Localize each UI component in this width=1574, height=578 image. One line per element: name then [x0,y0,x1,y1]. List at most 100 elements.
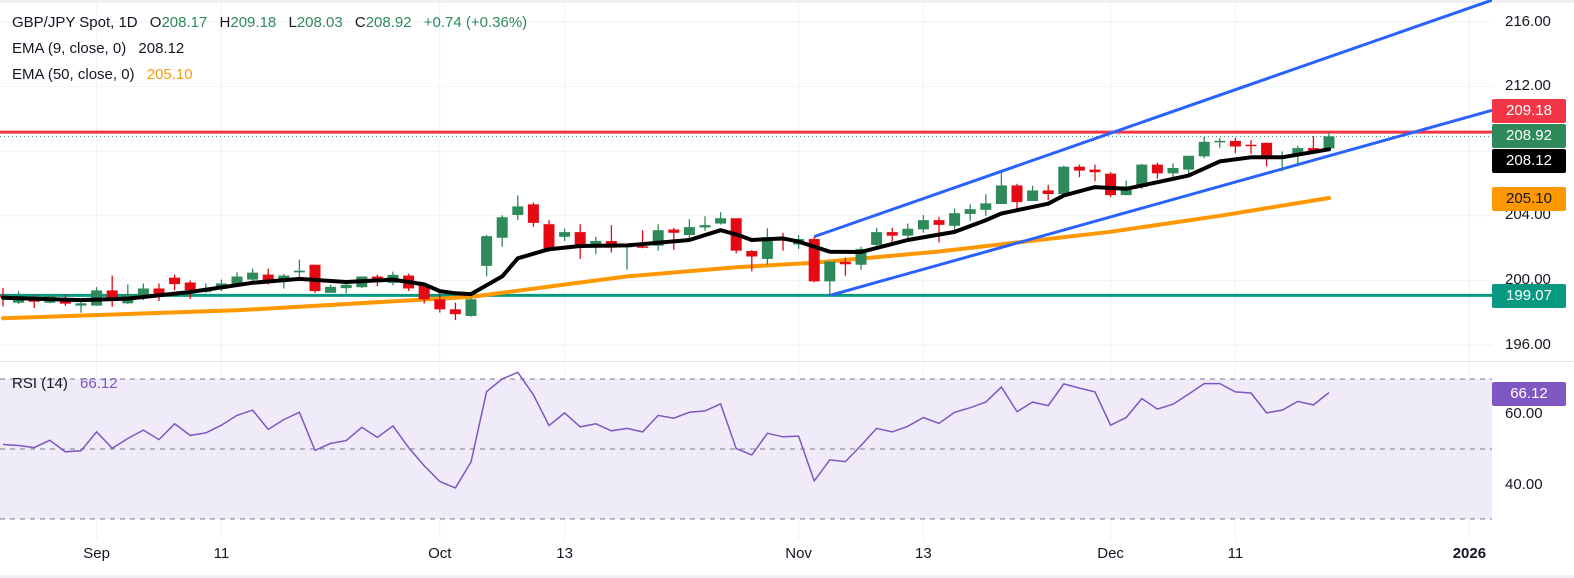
candle [543,220,555,252]
candle [761,228,773,265]
candle [106,275,118,307]
date-tick-label: Nov [785,545,812,562]
high-price-badge: 209.18 [1492,99,1566,123]
candle-body [902,228,914,236]
ema50-legend[interactable]: EMA (50, close, 0) 205.10 [12,66,193,83]
candle [1089,164,1101,182]
candle-body [995,185,1007,205]
candle [512,195,524,221]
candle [574,224,586,259]
candle [949,208,961,231]
candle [995,172,1007,205]
candle-body [824,261,836,282]
rsi-tick-label: 60.00 [1505,405,1543,422]
candle-body [247,272,259,280]
candle [1058,165,1070,194]
date-tick-label: Oct [428,545,452,562]
candle-body [512,206,524,215]
candle [1245,140,1257,155]
candle-body [325,286,337,293]
candle-body [886,232,898,236]
candle-body [153,288,165,294]
candle-body [980,203,992,210]
candle [605,225,617,253]
candle [559,228,571,241]
candle-body [839,261,851,265]
candle-body [340,284,352,289]
candle [1198,136,1210,159]
ema9-path [1,147,1331,303]
candle [434,292,446,313]
candle [247,268,259,282]
candle-body [933,220,945,225]
top-border [0,0,1574,3]
candle [808,236,820,283]
candle [839,257,851,276]
price-chart[interactable] [0,0,1492,578]
candle [824,261,836,296]
rsi-legend[interactable]: RSI (14) 66.12 [12,375,118,392]
candle-body [1214,140,1226,143]
candle [1105,172,1117,198]
candle-body [1183,155,1195,170]
candle-body [1011,185,1023,203]
candle-body [1261,142,1273,158]
ema9-legend[interactable]: EMA (9, close, 0) 208.12 [12,40,184,57]
high-value: 209.18 [230,14,277,31]
candle-body [1042,190,1054,194]
candle-body [668,229,680,233]
candle-body [169,277,181,285]
candle-body [137,288,149,297]
candle [496,215,508,247]
candle [1042,184,1054,201]
candle-body [652,230,664,246]
candle [886,227,898,244]
candle [184,280,196,299]
candle [465,297,477,317]
ema50-path [1,196,1331,321]
close-value: 208.92 [365,14,412,31]
candle-body [1151,164,1163,174]
candle-body [75,303,87,306]
open-label: O [149,14,162,31]
candles [0,132,1335,321]
ema9-line [1,147,1331,303]
candle-body [418,285,430,300]
candle-body [1198,141,1210,157]
candle-body [293,270,305,273]
candle-body [13,298,25,303]
candle-body [496,217,508,238]
channel-upper-line [813,0,1492,239]
candle [980,194,992,216]
candle-body [1245,144,1257,147]
trend-channel [813,0,1492,297]
candle-body [746,251,758,257]
candle-body [262,274,274,283]
high-label: H [219,14,231,31]
candle-body [1292,148,1304,156]
support-price-badge: 199.07 [1492,284,1566,308]
candle [715,212,727,225]
candle-body [481,236,493,266]
candle-body [949,213,961,226]
ema50-line [1,196,1331,321]
candle-body [1073,166,1085,171]
candle [1183,155,1195,174]
candle-body [1058,166,1070,194]
candle-body [917,220,929,230]
candle-body [964,209,976,214]
ema9-price-badge: 208.12 [1492,149,1566,173]
price-tick-label: 212.00 [1505,77,1551,94]
candle-body [637,246,649,248]
candle [1229,137,1241,154]
candle [668,227,680,250]
candle-body [434,299,446,310]
candle [169,274,181,291]
symbol-title[interactable]: GBP/JPY Spot, 1D [12,14,138,31]
candle [964,204,976,221]
candle-body [871,232,883,245]
price-tick-label: 216.00 [1505,13,1551,30]
candle-body [683,227,695,236]
candle-body [808,239,820,282]
candle [1214,137,1226,149]
